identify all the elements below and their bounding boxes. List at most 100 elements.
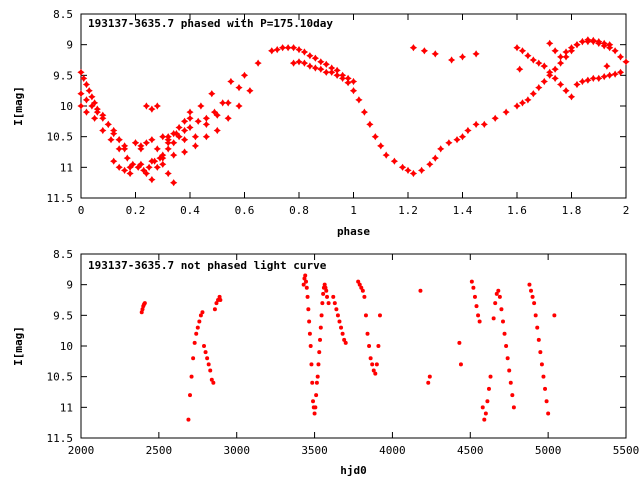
data-point: [562, 53, 570, 61]
data-point: [121, 166, 129, 174]
data-point: [426, 380, 431, 385]
y-tick-label: 8.5: [53, 248, 73, 261]
data-point: [88, 93, 96, 101]
y-tick-label: 8.5: [53, 8, 73, 21]
data-point: [186, 114, 194, 122]
data-point: [148, 157, 156, 165]
data-point: [474, 304, 479, 309]
data-point: [93, 108, 101, 116]
data-point: [535, 59, 543, 67]
data-point: [273, 46, 281, 54]
data-point: [181, 136, 189, 144]
data-point: [317, 65, 325, 73]
data-point: [340, 331, 345, 336]
data-point: [536, 337, 541, 342]
data-point: [370, 362, 375, 367]
data-point: [303, 273, 308, 278]
data-point: [530, 294, 535, 299]
data-point: [578, 77, 586, 86]
y-axis-label: I[mag]: [12, 326, 25, 366]
data-point: [362, 294, 367, 299]
data-point: [573, 41, 581, 49]
data-point: [115, 145, 123, 153]
data-point: [471, 285, 476, 290]
data-point: [284, 44, 292, 52]
data-point: [331, 294, 336, 299]
data-point: [311, 399, 316, 404]
y-tick-label: 9.5: [53, 69, 73, 82]
data-point: [494, 291, 499, 296]
data-point: [192, 340, 197, 345]
data-point: [170, 139, 178, 147]
data-point: [295, 46, 303, 54]
data-point: [246, 87, 254, 95]
data-point: [317, 58, 325, 66]
data-point: [339, 74, 347, 82]
data-point: [374, 362, 379, 367]
data-point: [211, 380, 216, 385]
data-point: [584, 76, 592, 84]
data-point: [482, 417, 487, 422]
data-point: [170, 179, 178, 187]
data-point: [513, 44, 521, 52]
x-tick-label: 0.2: [126, 204, 146, 217]
data-point: [616, 68, 625, 76]
data-point: [321, 291, 326, 296]
y-tick-label: 10: [60, 100, 73, 113]
data-point: [543, 386, 548, 391]
data-point: [306, 307, 311, 312]
data-point: [505, 356, 510, 361]
data-point: [126, 169, 134, 178]
data-point: [170, 130, 178, 138]
data-point: [194, 331, 199, 336]
data-point: [611, 47, 619, 55]
y-tick-label: 10.5: [47, 371, 74, 384]
y-axis-label: I[mag]: [12, 86, 25, 126]
data-point: [191, 356, 196, 361]
data-point: [366, 120, 374, 128]
data-point: [312, 411, 317, 416]
data-point: [235, 102, 243, 110]
y-tick-label: 11: [60, 401, 73, 414]
y-tick-label: 11.5: [47, 192, 74, 205]
data-point: [418, 288, 423, 293]
data-point: [426, 160, 434, 168]
data-point: [355, 96, 363, 104]
data-point: [126, 163, 134, 171]
data-point: [333, 66, 341, 74]
data-point: [483, 411, 488, 416]
data-point: [164, 169, 172, 178]
data-point: [557, 59, 565, 67]
data-point: [502, 108, 510, 116]
data-point: [308, 344, 313, 348]
data-point: [310, 380, 315, 385]
data-point: [153, 102, 161, 110]
data-point: [504, 344, 509, 348]
data-point: [115, 136, 123, 144]
data-point: [139, 310, 144, 315]
data-point: [254, 59, 262, 67]
data-point: [404, 166, 412, 174]
x-tick-label: 0.4: [180, 204, 200, 217]
data-point: [529, 56, 537, 64]
data-point: [189, 374, 194, 379]
data-point: [398, 163, 407, 171]
data-point: [529, 288, 534, 293]
data-point: [365, 331, 370, 336]
data-point: [431, 50, 439, 58]
x-axis-label: phase: [337, 225, 370, 238]
data-point: [309, 362, 314, 367]
data-point: [137, 160, 145, 168]
data-point: [164, 139, 172, 147]
data-point: [367, 344, 372, 348]
data-point: [551, 47, 559, 55]
data-point: [557, 53, 565, 61]
x-tick-label: 2500: [146, 444, 173, 457]
data-point: [305, 294, 310, 299]
data-point: [110, 157, 118, 165]
data-point: [218, 298, 223, 302]
data-point: [334, 307, 339, 312]
data-point: [349, 77, 358, 86]
data-point: [544, 399, 549, 404]
